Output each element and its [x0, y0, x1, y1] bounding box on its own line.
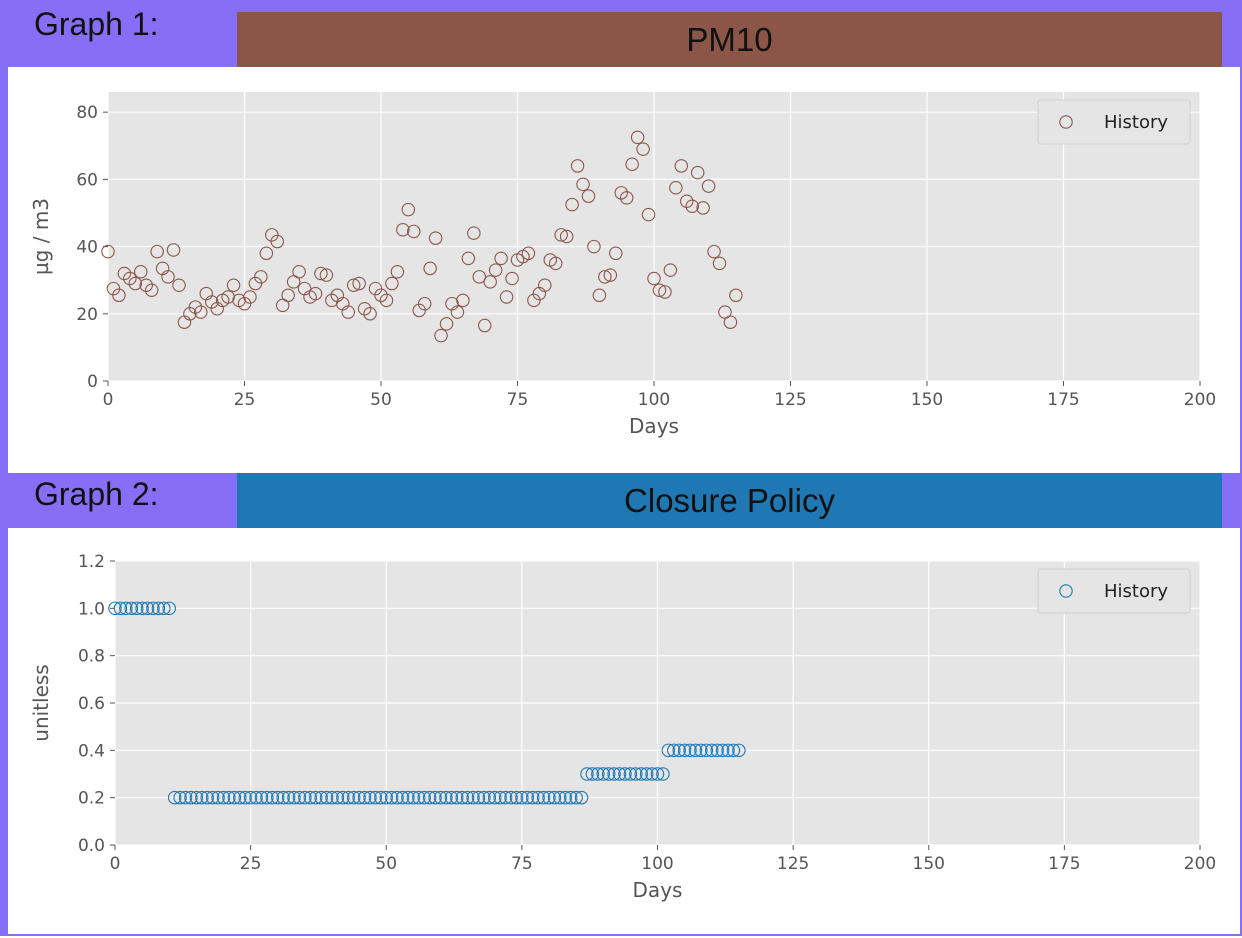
y-tick-label: 0.6 [78, 694, 105, 714]
y-tick-label: 0.2 [78, 789, 105, 809]
x-tick-label: 175 [1048, 854, 1080, 874]
x-tick-label: 200 [1184, 854, 1216, 874]
graph-2-header: Graph 2: Closure Policy [0, 473, 1242, 528]
x-tick-label: 200 [1184, 390, 1216, 410]
y-tick-label: 1.0 [78, 599, 105, 619]
x-tick-label: 50 [370, 390, 392, 410]
legend-label: History [1104, 581, 1168, 602]
x-tick-label: 100 [641, 854, 673, 874]
graph-2-label: Graph 2: [34, 476, 159, 513]
x-tick-label: 175 [1047, 390, 1079, 410]
x-tick-label: 0 [110, 854, 121, 874]
y-tick-label: 20 [76, 305, 98, 325]
x-tick-label: 125 [777, 854, 809, 874]
x-tick-label: 25 [240, 854, 262, 874]
y-tick-label: 80 [76, 103, 98, 123]
x-axis-label: Days [633, 878, 683, 902]
legend-label: History [1104, 112, 1168, 133]
x-tick-label: 50 [375, 854, 397, 874]
y-axis-label: unitless [29, 664, 53, 741]
graph-2-title: Closure Policy [237, 473, 1222, 528]
graph-1-title: PM10 [237, 12, 1222, 67]
graph-1-panel: 0 25 50 75 100 125 150 175 200 0 20 40 60 80 Days µg / … [8, 67, 1240, 473]
x-tick-label: 150 [913, 854, 945, 874]
graph-1-header: Graph 1: PM10 [0, 0, 1242, 67]
y-tick-label: 40 [76, 238, 98, 258]
graph-1-title-text: PM10 [686, 21, 772, 59]
x-tick-label: 75 [511, 854, 533, 874]
graph-1-label: Graph 1: [34, 6, 159, 43]
graph-2-title-text: Closure Policy [624, 482, 835, 520]
x-axis-label: Days [629, 414, 679, 438]
x-tick-label: 150 [911, 390, 943, 410]
y-axis-label: µg / m3 [29, 198, 53, 275]
y-tick-label: 0.4 [78, 741, 105, 761]
graph-2-panel: 0 25 50 75 100 125 150 175 200 0.0 0.2 0.4 0.6 0.8 1.0… [8, 528, 1240, 934]
y-tick-label: 0.8 [78, 647, 105, 667]
x-tick-label: 25 [234, 390, 256, 410]
y-tick-label: 0.0 [78, 836, 105, 856]
x-tick-label: 75 [507, 390, 529, 410]
closure-policy-chart: 0 25 50 75 100 125 150 175 200 0.0 0.2 0.4 0.6 0.8 1.0… [8, 528, 1240, 934]
y-tick-label: 60 [76, 170, 98, 190]
y-tick-label: 0 [87, 372, 98, 392]
pm10-chart: 0 25 50 75 100 125 150 175 200 0 20 40 60 80 Days µg / … [8, 67, 1240, 473]
y-tick-label: 1.2 [78, 552, 105, 572]
x-tick-label: 0 [103, 390, 114, 410]
x-tick-label: 100 [638, 390, 670, 410]
x-tick-label: 125 [774, 390, 806, 410]
